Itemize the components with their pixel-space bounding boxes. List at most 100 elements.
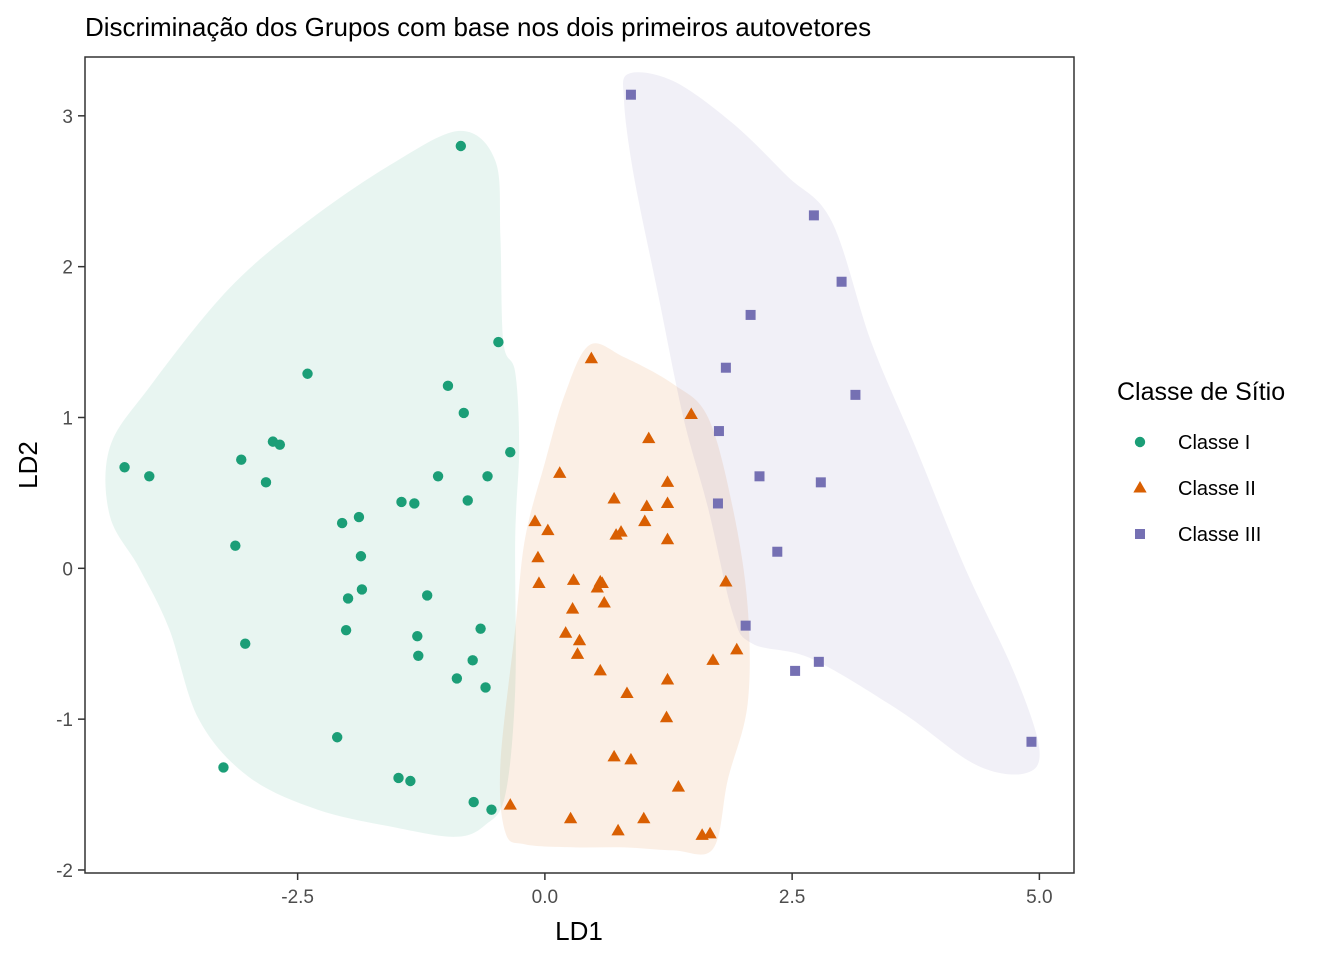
point-triangle <box>566 573 581 585</box>
point-triangle <box>541 523 555 536</box>
data-points <box>119 89 1037 840</box>
chart-title: Discriminação dos Grupos com base nos do… <box>85 12 871 42</box>
point-triangle <box>706 653 720 665</box>
point-circle <box>462 495 473 506</box>
point-circle <box>302 368 313 379</box>
point-circle <box>412 630 423 642</box>
point-circle <box>218 762 229 773</box>
point-triangle <box>620 686 634 699</box>
point-triangle <box>660 496 675 509</box>
point-triangle <box>607 749 621 762</box>
plot-panel-border <box>84 56 1075 874</box>
legend-label: Classe II <box>1178 478 1256 500</box>
point-circle <box>486 804 497 815</box>
point-square <box>813 656 824 667</box>
point-circle <box>260 477 272 488</box>
point-circle <box>475 623 486 634</box>
point-triangle <box>559 626 573 638</box>
point-triangle <box>532 576 546 588</box>
point-circle <box>355 551 367 562</box>
point-square <box>815 477 826 488</box>
point-circle <box>493 336 504 348</box>
point-triangle <box>607 491 621 504</box>
point-triangle <box>590 580 604 593</box>
point-circle <box>405 775 416 787</box>
legend-key-circle <box>1134 436 1146 448</box>
legend-key-square <box>1135 529 1145 539</box>
point-triangle <box>611 823 625 836</box>
point-circle <box>505 446 516 458</box>
point-triangle <box>614 525 628 537</box>
x-tick-label: 5.0 <box>1026 887 1052 908</box>
point-circle <box>336 517 348 529</box>
legend-title: Classe de Sítio <box>1117 378 1285 406</box>
point-circle <box>396 496 407 508</box>
x-tick-label: 0.0 <box>532 887 558 908</box>
point-square <box>740 620 751 631</box>
point-triangle <box>584 351 599 364</box>
ellipse-square <box>623 72 1040 775</box>
point-triangle <box>528 514 542 527</box>
point-triangle <box>624 752 638 765</box>
point-triangle <box>531 550 545 563</box>
point-triangle <box>570 647 585 659</box>
legend-key-triangle <box>1133 481 1147 493</box>
point-triangle <box>642 431 656 444</box>
point-triangle <box>565 602 580 614</box>
point-triangle <box>597 596 611 608</box>
point-circle <box>467 655 478 666</box>
point-triangle <box>593 663 607 676</box>
x-tick-label: -2.5 <box>281 887 314 908</box>
y-axis-title: LD2 <box>13 441 43 489</box>
point-triangle <box>553 466 567 478</box>
point-circle <box>240 638 251 649</box>
x-tick-label: 2.5 <box>779 887 805 908</box>
point-square <box>745 309 756 320</box>
point-square <box>625 89 636 100</box>
point-square <box>1026 736 1037 747</box>
point-triangle <box>730 642 744 655</box>
point-triangle <box>638 514 652 527</box>
point-circle <box>468 796 479 808</box>
x-axis: -2.5 0.0 2.5 5.0 <box>281 873 1053 908</box>
point-square <box>790 665 801 676</box>
point-square <box>808 210 819 221</box>
point-circle <box>353 511 365 523</box>
point-circle <box>274 439 286 450</box>
point-circle <box>451 673 463 684</box>
group-ellipses <box>105 72 1040 855</box>
point-circle <box>119 462 130 473</box>
y-axis: -2 -1 0 1 2 3 <box>56 107 85 882</box>
point-circle <box>236 454 247 465</box>
point-square <box>772 546 783 557</box>
point-triangle <box>684 407 698 420</box>
point-circle <box>421 590 433 601</box>
point-circle <box>230 540 241 551</box>
point-triangle <box>660 672 675 685</box>
point-circle <box>480 682 491 693</box>
point-triangle <box>563 811 578 824</box>
point-circle <box>393 772 404 784</box>
point-triangle <box>660 475 675 487</box>
point-circle <box>409 498 420 509</box>
point-circle <box>432 471 444 482</box>
point-circle <box>458 407 469 419</box>
y-tick-label: -2 <box>56 861 73 882</box>
y-tick-label: 1 <box>62 408 73 429</box>
y-tick-label: 0 <box>62 559 73 580</box>
legend: Classe de Sítio Classe I Classe II Classe … <box>1117 378 1285 546</box>
point-circle <box>144 471 155 482</box>
y-tick-label: 3 <box>62 107 73 128</box>
point-triangle <box>719 574 733 587</box>
point-square <box>720 362 731 373</box>
point-square <box>850 389 861 400</box>
point-square <box>712 498 723 509</box>
point-square <box>713 426 724 437</box>
point-triangle <box>660 532 675 545</box>
point-circle <box>331 732 343 743</box>
point-triangle <box>637 811 651 824</box>
ellipse-circle <box>105 130 520 837</box>
point-circle <box>356 584 368 595</box>
point-triangle <box>659 710 674 723</box>
